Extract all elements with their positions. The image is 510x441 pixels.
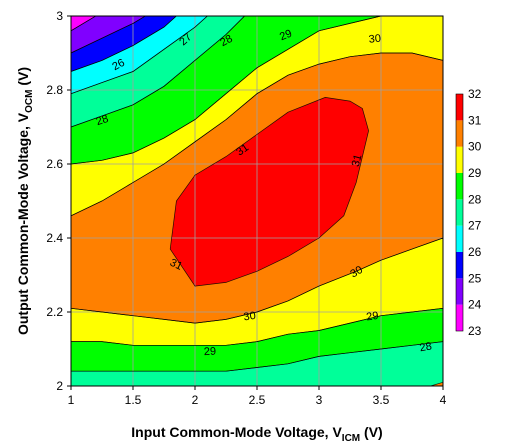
colorbar-tick-label: 25	[468, 271, 482, 285]
contour-label-13: 28	[419, 340, 433, 354]
contour-label-4: 26	[110, 57, 126, 73]
colorbar-swatch-28	[456, 173, 463, 200]
contour-line-27-3	[70, 341, 444, 387]
y-tick-label: 2.2	[46, 305, 63, 319]
contour-band-27-6	[71, 16, 245, 127]
colorbar-swatch-30	[456, 120, 463, 147]
y-axis-title: Output Common-Mode Voltage, VOCM (V)	[15, 67, 35, 335]
contour-line-31-11	[169, 97, 369, 287]
x-axis-title-subscript: ICM	[342, 433, 360, 441]
colorbar-swatch-24	[456, 278, 463, 305]
contour-label-3: 30	[368, 33, 381, 46]
contour-label-1: 28	[218, 33, 234, 49]
contour-label-5: 28	[95, 113, 110, 128]
colorbar-swatch-23	[456, 304, 463, 331]
colorbar-swatch-26	[456, 225, 463, 252]
colorbar-tick-label: 26	[468, 245, 482, 259]
x-axis-ticks: 1 1.5 2 2.5 3 3.5 4	[68, 386, 447, 407]
x-tick-label: 3	[316, 393, 323, 407]
y-tick-label: 2.4	[46, 231, 63, 245]
colorbar-tick-label: 32	[468, 87, 482, 101]
y-tick-label: 2	[56, 379, 63, 393]
colorbar-frame	[455, 93, 464, 332]
contour-label-7: 31	[350, 153, 365, 168]
colorbar-swatch-31	[456, 94, 463, 121]
x-tick-label: 3.5	[373, 393, 390, 407]
contour-band-25-8	[71, 16, 177, 72]
x-axis-title: Input Common-Mode Voltage, VICM (V)	[131, 424, 382, 441]
y-axis-title-unit: (V)	[15, 67, 31, 90]
x-tick-label: 1.5	[125, 393, 142, 407]
x-tick-label: 1	[68, 393, 75, 407]
y-tick-label: 2.8	[46, 83, 63, 97]
y-tick-label: 2.6	[46, 157, 63, 171]
colorbar-tick-label: 23	[468, 324, 482, 338]
x-tick-label: 4	[440, 393, 447, 407]
colorbar-tick-label: 28	[468, 192, 482, 206]
y-axis-title-subscript: OCM	[24, 90, 35, 113]
y-axis-title-text: Output Common-Mode Voltage, V	[15, 112, 31, 335]
colorbar: 23 24 25 26 27 28 29 30 31 32	[455, 87, 482, 338]
x-axis-title-unit: (V)	[360, 424, 383, 440]
contour-band-29-4	[71, 16, 443, 216]
x-axis-title-text: Input Common-Mode Voltage, V	[131, 424, 342, 440]
colorbar-tick-label: 27	[468, 219, 482, 233]
x-tick-label: 2	[192, 393, 199, 407]
contour-label-10: 30	[243, 310, 257, 324]
contour-label-9: 30	[348, 264, 365, 281]
contour-label-8: 31	[168, 257, 184, 273]
colorbar-swatch-29	[456, 146, 463, 173]
contour-band-26-7	[71, 16, 208, 94]
contour-band-28-2	[71, 308, 443, 372]
contour-label-11: 29	[366, 310, 380, 324]
contour-band-29-1	[71, 238, 443, 346]
contour-label-12: 29	[204, 346, 217, 359]
y-axis-ticks: 2 2.2 2.4 2.6 2.8 3	[46, 9, 71, 393]
colorbar-tick-label: 31	[468, 113, 482, 127]
colorbar-tick-label: 30	[468, 140, 482, 154]
y-tick-label: 3	[56, 9, 63, 23]
x-tick-label: 2.5	[249, 393, 266, 407]
colorbar-swatch-25	[456, 252, 463, 279]
colorbar-tick-label: 29	[468, 166, 482, 180]
colorbar-swatch-27	[456, 199, 463, 226]
colorbar-tick-label: 24	[468, 298, 482, 312]
contour-label-2: 29	[278, 28, 294, 44]
contour-label-6: 31	[234, 142, 251, 159]
